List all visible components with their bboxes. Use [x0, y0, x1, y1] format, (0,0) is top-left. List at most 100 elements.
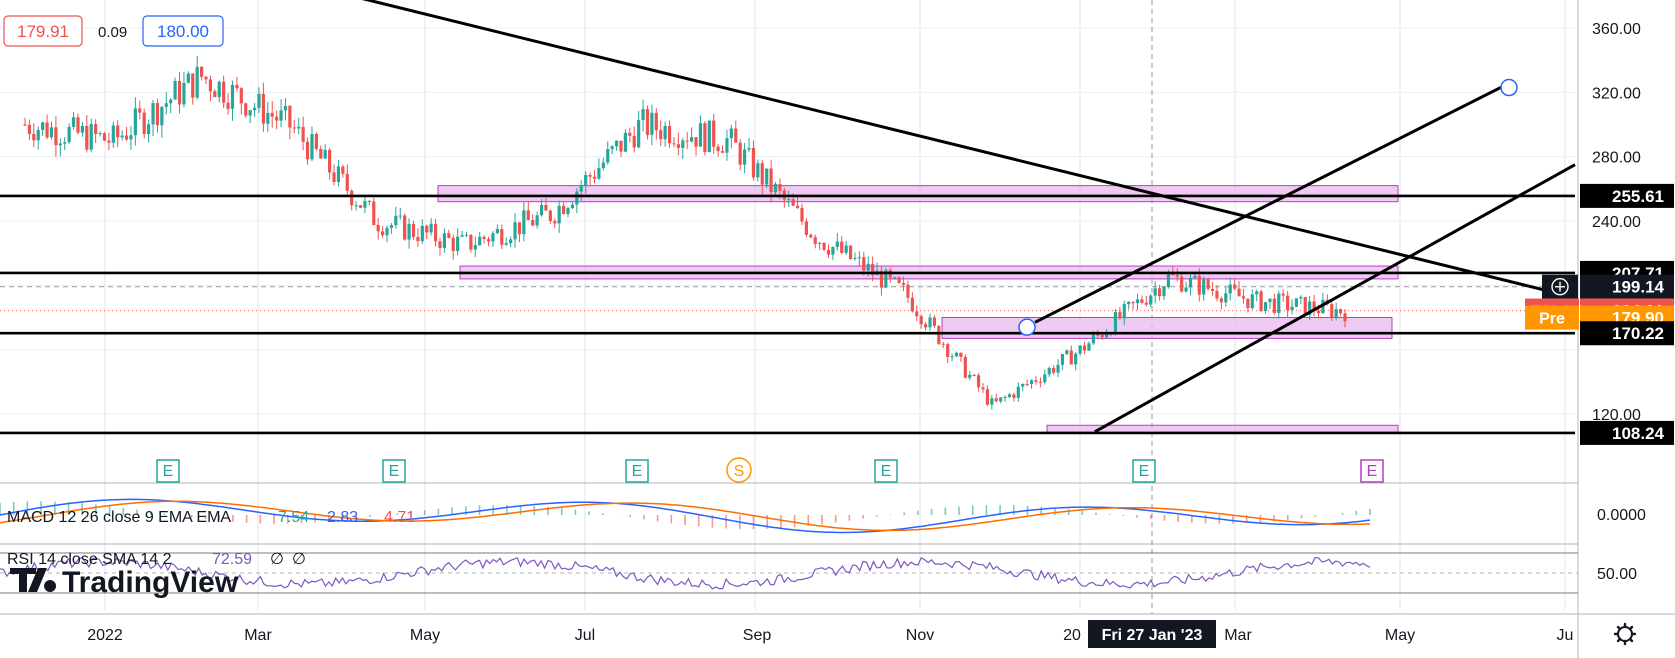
candle-body	[703, 123, 707, 153]
candle-body	[389, 225, 394, 228]
price-label-level[interactable]: 255.61	[1580, 183, 1674, 208]
candle-body	[1338, 309, 1343, 314]
event-marker-earnings-upcoming[interactable]: E	[1360, 459, 1384, 483]
candle-body	[138, 108, 142, 113]
event-marker-earnings[interactable]: E	[625, 459, 649, 483]
candle-body	[575, 191, 579, 205]
spread-value: 0.09	[98, 24, 127, 41]
candle-body	[517, 222, 522, 235]
candle-body	[230, 84, 235, 109]
horizontal-levels[interactable]	[0, 194, 1575, 435]
macd-pane	[0, 498, 1371, 534]
candle-body	[1166, 274, 1171, 288]
event-marker-earnings[interactable]: E	[1132, 459, 1156, 483]
candle-body	[266, 112, 270, 124]
candle-body	[734, 128, 738, 143]
event-marker-earnings[interactable]: E	[382, 459, 406, 483]
candle-body	[840, 241, 844, 253]
candle-body	[1224, 293, 1228, 303]
candle-body	[1171, 274, 1175, 276]
candle-body	[928, 317, 932, 328]
event-letter: E	[389, 463, 400, 480]
candle-body	[725, 138, 729, 153]
rsi-legend: RSI 14 close SMA 14 2 72.59 ∅ ∅	[7, 551, 306, 568]
support-resistance-zones[interactable]	[437, 185, 1399, 434]
macd-axis-tick: 0.0000	[1597, 507, 1646, 524]
candle-body	[526, 210, 530, 221]
candle-body	[760, 163, 764, 185]
candle-body	[239, 88, 243, 104]
candle-body	[1149, 295, 1153, 305]
settings-gear-icon[interactable]	[1613, 622, 1637, 646]
candle-body	[915, 311, 919, 317]
trend-lines[interactable]	[360, 0, 1576, 434]
event-marker-earnings[interactable]: E	[874, 459, 898, 483]
channel-upper-line[interactable]	[1034, 82, 1508, 324]
bid-box[interactable]: 179.91	[3, 15, 83, 47]
time-crosshair-label[interactable]: Fri 27 Jan '23	[1088, 620, 1216, 648]
candle-body	[729, 128, 733, 139]
candle-body	[1308, 301, 1312, 316]
candle-body	[1255, 291, 1259, 295]
time-axis-label: Jul	[575, 627, 595, 644]
price-label-crosshair[interactable]: 199.14	[1542, 274, 1674, 299]
candle-body	[199, 66, 204, 77]
candle-body	[473, 245, 477, 250]
candle-body	[45, 122, 49, 138]
candle-body	[738, 142, 742, 165]
add-alert-plus-icon[interactable]	[1551, 278, 1569, 296]
tradingview-watermark: TradingView	[10, 566, 239, 599]
candle-body	[358, 205, 363, 208]
candle-body	[1153, 288, 1157, 296]
candle-body	[41, 122, 45, 130]
event-marker-split[interactable]: S	[726, 457, 752, 483]
candle-body	[1091, 334, 1095, 344]
candle-body	[787, 199, 791, 201]
ask-box[interactable]: 180.00	[142, 15, 224, 47]
candle-body	[76, 117, 80, 133]
candle-body	[597, 168, 601, 179]
candle-body	[94, 123, 98, 135]
candle-body	[275, 116, 279, 121]
drawing-anchor-handle[interactable]	[1018, 318, 1036, 336]
candle-body	[994, 398, 998, 402]
event-marker-earnings[interactable]: E	[156, 459, 180, 483]
candle-body	[354, 205, 358, 207]
candle-body	[1135, 299, 1140, 304]
candle-body	[1277, 293, 1281, 313]
drawing-anchor-handle[interactable]	[1500, 78, 1518, 97]
time-axis-label: 20	[1063, 627, 1081, 644]
price-axis[interactable]: 360.00 320.00 280.00 240.00 120.00 0.0000 50.0…	[1525, 21, 1674, 583]
candle-body	[1047, 367, 1051, 375]
candle-body	[248, 110, 252, 116]
candle-body	[1087, 343, 1091, 351]
candle-body	[314, 133, 318, 149]
time-axis[interactable]: 2022 Mar May Jul Sep Nov 20 Mar May Ju Fri 27 Jan …	[87, 620, 1573, 648]
channel-lower-line[interactable]	[1094, 163, 1576, 434]
candle-body	[491, 233, 495, 242]
candle-body	[456, 236, 460, 252]
rsi-axis-tick: 50.00	[1597, 566, 1637, 583]
candle-body	[822, 242, 826, 250]
candle-body	[416, 236, 420, 242]
candle-body	[1100, 335, 1104, 338]
candle-body	[411, 223, 416, 237]
candle-body	[120, 135, 124, 138]
downtrend-line[interactable]	[360, 0, 1546, 292]
zone-rect[interactable]	[941, 317, 1393, 339]
candle-body	[1250, 294, 1254, 309]
zone-rect[interactable]	[437, 185, 1399, 203]
candle-body	[385, 227, 389, 236]
candle-body	[420, 225, 424, 242]
candle-body	[999, 397, 1003, 402]
candle-body	[49, 127, 54, 138]
candle-body	[151, 103, 155, 125]
macd-signal-value: 2.83	[327, 509, 358, 526]
candle-body	[1016, 386, 1020, 398]
price-label-level[interactable]: 108.24	[1580, 420, 1674, 445]
price-label-level[interactable]: 170.22	[1580, 321, 1674, 346]
candle-body	[58, 143, 62, 146]
candle-body	[63, 142, 67, 144]
